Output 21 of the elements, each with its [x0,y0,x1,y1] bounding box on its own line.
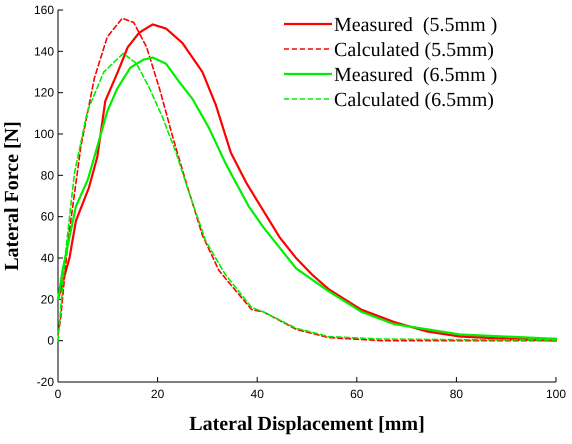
y-axis-title: Lateral Force [N] [1,121,23,271]
x-axis-title: Lateral Displacement [mm] [189,413,425,435]
y-tick-label: 160 [34,3,54,17]
legend-label: Measured (6.5mm ) [334,64,498,86]
x-tick-label: 80 [450,387,464,401]
y-tick-label: 100 [34,127,54,141]
x-tick-label: 20 [150,387,165,401]
legend-label: Measured (5.5mm ) [334,14,498,36]
y-tick-label: 0 [47,334,54,348]
y-tick-label: 60 [40,210,54,224]
x-tick-label: 60 [350,387,364,401]
legend-label: Calculated (5.5mm) [334,39,494,61]
x-tick-label: 100 [546,387,566,401]
y-tick-label: 140 [34,44,54,58]
y-tick-label: 40 [40,251,54,265]
legend-label: Calculated (6.5mm) [334,89,494,111]
y-tick-label: -20 [36,375,54,389]
y-tick-label: 20 [40,292,54,306]
x-tick-label: 40 [250,387,264,401]
y-tick-label: 80 [40,168,54,182]
y-tick-label: 120 [34,86,54,100]
